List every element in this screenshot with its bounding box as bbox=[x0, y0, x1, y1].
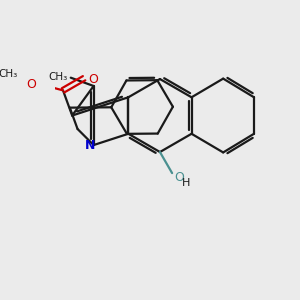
Text: N: N bbox=[85, 139, 96, 152]
Text: CH₃: CH₃ bbox=[0, 68, 18, 79]
Text: O: O bbox=[175, 171, 184, 184]
Text: CH₃: CH₃ bbox=[48, 72, 68, 82]
Text: O: O bbox=[88, 73, 98, 86]
Text: H: H bbox=[182, 178, 190, 188]
Text: O: O bbox=[26, 78, 36, 92]
